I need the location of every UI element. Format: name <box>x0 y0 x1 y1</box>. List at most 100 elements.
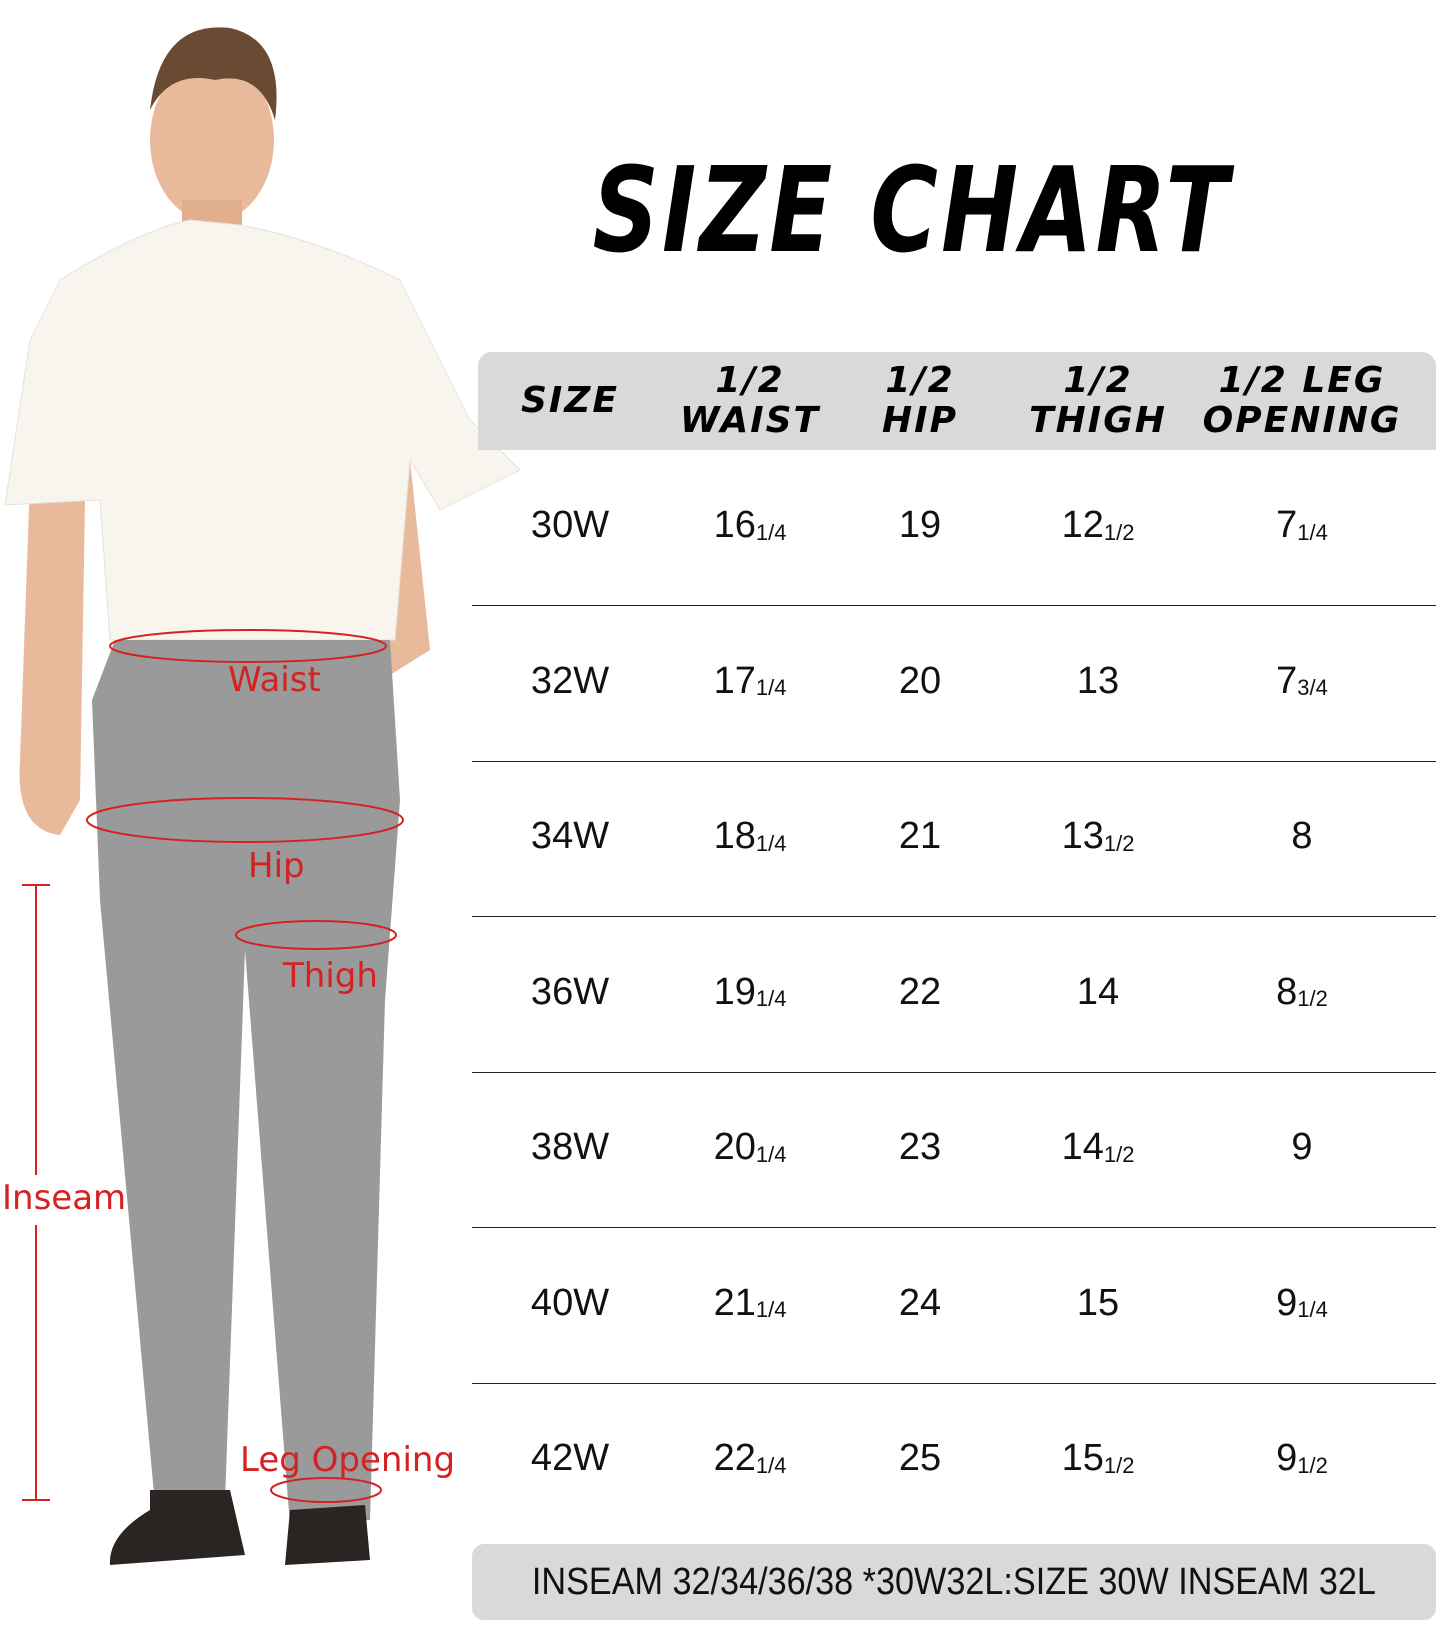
row-divider <box>472 605 1436 606</box>
column-header: 1/2 WAIST <box>679 360 821 441</box>
inseam-note: INSEAM 32/34/36/38 *30W32L:SIZE 30W INSE… <box>472 1544 1436 1620</box>
cell-value: 40W <box>530 1281 610 1324</box>
cell-value: 19 <box>713 970 756 1013</box>
table-row: 34W 18 1/4 21 13 1/2 8 <box>472 761 1436 912</box>
cell-fraction: 3/4 <box>1297 675 1328 700</box>
cell-value: 19 <box>898 504 942 546</box>
cell-value: 9 <box>1276 1281 1298 1324</box>
cell-fraction: 1/4 <box>755 1452 787 1478</box>
table-row: 32W 17 1/4 20 13 7 3/4 <box>472 606 1436 757</box>
table-cell: 21 <box>899 761 941 912</box>
cell-value: 34W <box>530 815 610 857</box>
table-row: 30W 16 1/4 19 12 1/2 7 1/4 <box>472 450 1436 601</box>
cell-value: 23 <box>898 1126 942 1168</box>
leg-opening-label: Leg Opening <box>240 1440 456 1480</box>
model-right-arm <box>340 460 430 700</box>
table-cell: 20 1/4 <box>714 1072 787 1223</box>
cell-fraction: 1/4 <box>1297 519 1328 545</box>
table-cell: 22 1/4 <box>714 1383 787 1534</box>
cell-value: 22 <box>713 1437 756 1479</box>
cell-value: 8 <box>1276 970 1298 1013</box>
inseam-label: Inseam <box>2 1178 127 1218</box>
cell-value: 15 <box>1076 1281 1120 1324</box>
model-shirt <box>4 219 521 641</box>
page-title: SIZE CHART <box>592 141 1232 279</box>
table-cell: 21 1/4 <box>714 1228 787 1379</box>
waist-marker <box>109 629 387 663</box>
table-cell: 14 1/2 <box>1062 1072 1135 1223</box>
waist-label: Waist <box>228 660 321 700</box>
cell-fraction: 1/2 <box>1103 1452 1135 1478</box>
table-cell: 16 1/4 <box>714 450 787 601</box>
model-hair <box>150 27 277 120</box>
model-head <box>150 58 274 222</box>
table-cell: 20 <box>899 606 941 757</box>
cell-value: 15 <box>1061 1437 1104 1479</box>
row-divider <box>472 1227 1436 1228</box>
cell-value: 13 <box>1061 815 1104 857</box>
table-cell: 7 3/4 <box>1276 606 1328 757</box>
table-cell: 19 <box>899 450 941 601</box>
table-cell: 25 <box>899 1383 941 1534</box>
cell-value: 9 <box>1276 1437 1298 1479</box>
column-header: SIZE <box>520 380 620 421</box>
table-cell: 9 <box>1291 1072 1312 1223</box>
table-cell: 13 <box>1077 606 1119 757</box>
table-row: 36W 19 1/4 22 14 8 1/2 <box>472 917 1436 1068</box>
table-cell: 18 1/4 <box>714 761 787 912</box>
thigh-label: Thigh <box>283 956 378 996</box>
cell-fraction: 1/2 <box>1103 1141 1135 1167</box>
table-cell: 9 1/4 <box>1276 1228 1328 1379</box>
table-cell: 34W <box>531 761 609 912</box>
table-cell: 38W <box>531 1072 609 1223</box>
cell-value: 20 <box>898 659 942 702</box>
table-cell: 8 1/2 <box>1276 917 1328 1068</box>
table-cell: 40W <box>531 1228 609 1379</box>
model-left-arm <box>19 480 85 835</box>
table-cell: 19 1/4 <box>714 917 787 1068</box>
table-cell: 17 1/4 <box>714 606 787 757</box>
thigh-marker <box>235 920 397 950</box>
cell-fraction: 1/4 <box>755 1297 787 1322</box>
cell-fraction: 1/2 <box>1297 1452 1328 1478</box>
cell-value: 22 <box>898 970 942 1013</box>
cell-value: 13 <box>1076 659 1120 702</box>
cell-fraction: 1/2 <box>1297 986 1328 1011</box>
cell-fraction: 1/4 <box>755 830 787 856</box>
inseam-note-text: INSEAM 32/34/36/38 *30W32L:SIZE 30W INSE… <box>531 1561 1377 1603</box>
cell-fraction: 1/2 <box>1103 830 1135 856</box>
cell-value: 38W <box>530 1126 610 1168</box>
table-row: 40W 21 1/4 24 15 9 1/4 <box>472 1228 1436 1379</box>
table-cell: 12 1/2 <box>1062 450 1135 601</box>
cell-value: 7 <box>1276 504 1298 546</box>
table-header: SIZE 1/2 WAIST 1/2 HIP 1/2 THIGH 1/2 LEG OPE… <box>478 352 1436 450</box>
cell-value: 25 <box>898 1437 942 1479</box>
table-cell: 15 1/2 <box>1062 1383 1135 1534</box>
table-cell: 15 <box>1077 1228 1119 1379</box>
cell-value: 30W <box>530 504 610 546</box>
table-cell: 30W <box>531 450 609 601</box>
cell-value: 16 <box>713 504 756 546</box>
cell-value: 14 <box>1076 970 1120 1013</box>
cell-value: 8 <box>1291 815 1313 857</box>
cell-value: 7 <box>1276 659 1298 702</box>
row-divider <box>472 916 1436 917</box>
cell-fraction: 1/4 <box>755 519 787 545</box>
table-cell: 13 1/2 <box>1062 761 1135 912</box>
table-cell: 36W <box>531 917 609 1068</box>
table-cell: 24 <box>899 1228 941 1379</box>
column-header: 1/2 LEG OPENING <box>1202 360 1402 441</box>
cell-fraction: 1/4 <box>755 1141 787 1167</box>
hip-label: Hip <box>248 846 305 886</box>
row-divider <box>472 1382 1436 1384</box>
table-cell: 14 <box>1077 917 1119 1068</box>
cell-value: 32W <box>530 659 610 702</box>
cell-fraction: 1/2 <box>1103 519 1135 545</box>
table-cell: 9 1/2 <box>1276 1383 1328 1534</box>
cell-value: 21 <box>898 815 942 857</box>
cell-fraction: 1/4 <box>755 986 787 1011</box>
cell-value: 9 <box>1291 1126 1313 1168</box>
cell-value: 24 <box>898 1281 942 1324</box>
table-cell: 7 1/4 <box>1276 450 1328 601</box>
table-cell: 8 <box>1291 761 1312 912</box>
